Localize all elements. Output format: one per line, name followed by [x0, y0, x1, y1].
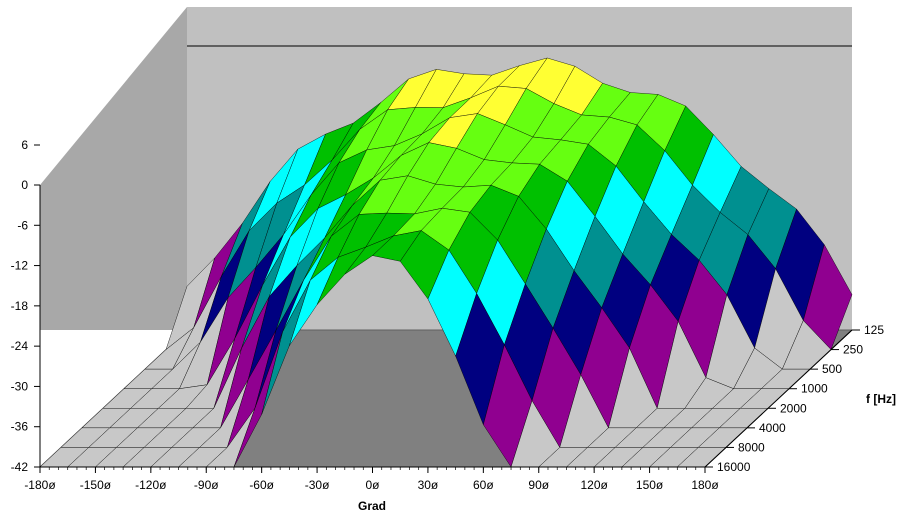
x-tick-label: 60ø [473, 478, 494, 492]
x-tick-label: 120ø [580, 478, 608, 492]
depth-tick-label: 125 [864, 323, 884, 337]
x-tick-label: -90ø [194, 478, 219, 492]
x-tick-label: -180ø [24, 478, 56, 492]
depth-tick-label: 8000 [738, 440, 765, 454]
x-tick-label: -60ø [249, 478, 274, 492]
depth-tick-label: 1000 [801, 382, 828, 396]
depth-axis-title: f [Hz] [866, 392, 896, 406]
y-axis-ticks: 6 0 -6 -12 -18 -24 -30 -36 -42 [11, 138, 40, 474]
depth-axis-line [704, 329, 853, 468]
y-tick-label: 6 [21, 138, 28, 152]
depth-tick-label: 16000 [717, 460, 751, 474]
y-tick-label: -24 [11, 339, 29, 353]
x-axis-title: Grad [358, 499, 386, 513]
depth-tick-label: 250 [843, 343, 863, 357]
x-tick-label: -120ø [135, 478, 167, 492]
depth-tick-label: 500 [822, 362, 842, 376]
x-tick-label: -150ø [80, 478, 112, 492]
depth-tick-label: 4000 [759, 421, 786, 435]
y-tick-label: -18 [11, 299, 29, 313]
y-tick-label: -12 [11, 259, 29, 273]
x-tick-label: 150ø [636, 478, 664, 492]
x-tick-label: 0ø [365, 478, 380, 492]
x-tick-label: 90ø [528, 478, 549, 492]
x-tick-label: 30ø [418, 478, 439, 492]
left-side-wall [40, 7, 187, 330]
y-tick-label: -30 [11, 379, 29, 393]
depth-tick-label: 2000 [780, 401, 807, 415]
x-tick-label: -30ø [305, 478, 330, 492]
surface-mesh [39, 57, 853, 468]
x-tick-label: 180ø [691, 478, 719, 492]
y-tick-label: 0 [21, 178, 28, 192]
y-tick-label: -6 [17, 218, 28, 232]
x-axis-ticks: -180ø -150ø -120ø -90ø -60ø -30ø 0ø 30ø 60ø 90ø 12… [24, 467, 719, 492]
y-tick-label: -36 [11, 420, 29, 434]
y-tick-label: -42 [11, 460, 29, 474]
